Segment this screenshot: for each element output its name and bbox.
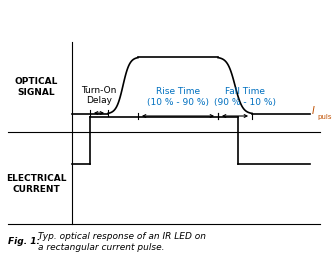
Text: Fall Time
(90 % - 10 %): Fall Time (90 % - 10 %) [214,87,276,107]
Text: Fig. 1:: Fig. 1: [8,237,43,246]
Text: ELECTRICAL
CURRENT: ELECTRICAL CURRENT [6,174,66,194]
Text: OPTICAL
SIGNAL: OPTICAL SIGNAL [14,77,58,97]
Text: I: I [312,106,315,116]
Text: Turn-On
Delay: Turn-On Delay [81,86,117,105]
Text: pulse: pulse [317,114,332,120]
Text: Typ. optical response of an IR LED on
a rectangular current pulse.: Typ. optical response of an IR LED on a … [38,232,206,252]
Text: Rise Time
(10 % - 90 %): Rise Time (10 % - 90 %) [147,87,209,107]
